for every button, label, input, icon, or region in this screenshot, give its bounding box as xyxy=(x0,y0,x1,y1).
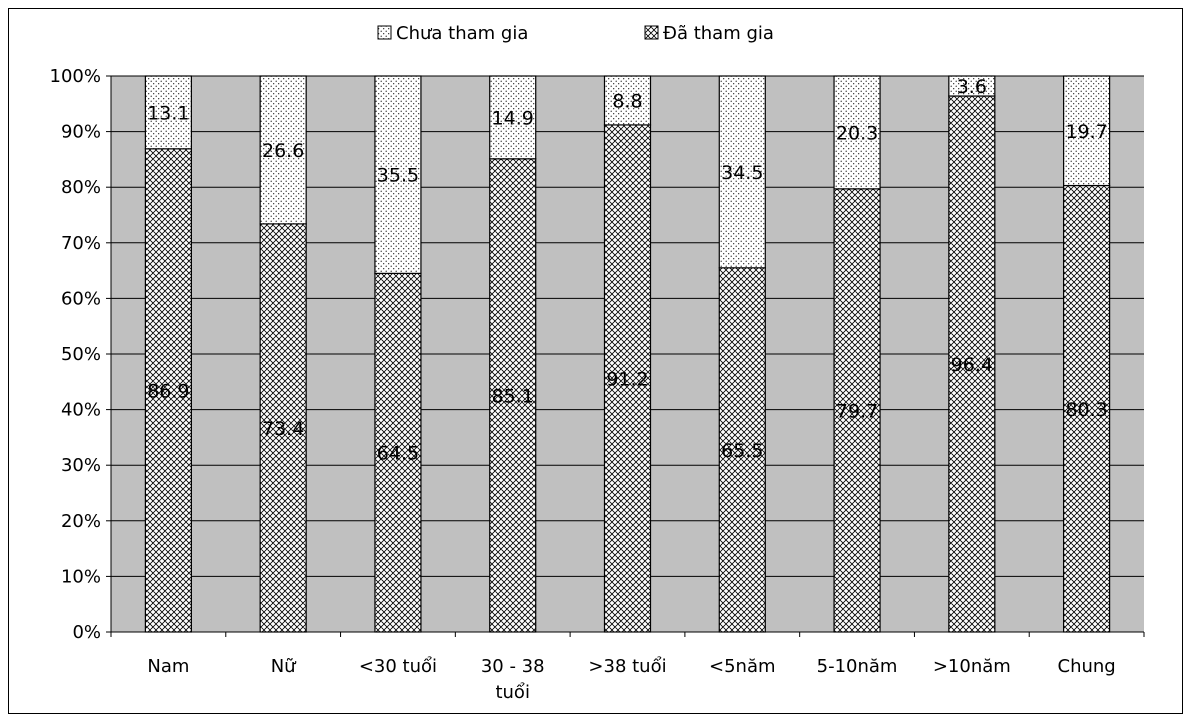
x-tick-label: Nữ xyxy=(271,656,297,677)
data-label-chua-tham-gia: 19.7 xyxy=(1065,121,1107,143)
bar-da-tham-gia xyxy=(948,95,996,633)
bar-da-tham-gia xyxy=(489,158,537,633)
y-tick-label: 50% xyxy=(61,344,101,365)
x-tick-label: <30 tuổi xyxy=(359,656,437,677)
data-label-da-tham-gia: 80.3 xyxy=(1065,399,1107,421)
data-label-chua-tham-gia: 34.5 xyxy=(721,162,763,184)
legend-label-da-tham-gia: Đã tham gia xyxy=(663,23,774,44)
bar-chua-tham-gia xyxy=(259,75,307,225)
legend-swatch-dots xyxy=(377,25,392,40)
x-tick-labels: Nam Nữ <30 tuổi 30 - 38 tuổi >38 tuổi <5năm 5-1… xyxy=(147,656,1115,703)
data-label-chua-tham-gia: 20.3 xyxy=(836,122,878,144)
x-tick-label: Chung xyxy=(1058,656,1116,677)
x-tick-label: <5năm xyxy=(709,656,776,677)
y-tick-label: 90% xyxy=(61,122,101,143)
bar-chua-tham-gia xyxy=(718,75,766,269)
data-labels: 86.9 13.1 73.4 26.6 64.5 35.5 85.1 14.9 91.2 8.8 6… xyxy=(147,76,1108,465)
bar-da-tham-gia xyxy=(1063,184,1111,633)
data-label-da-tham-gia: 73.4 xyxy=(262,418,304,440)
data-label-chua-tham-gia: 35.5 xyxy=(377,165,419,187)
data-label-chua-tham-gia: 26.6 xyxy=(262,140,304,162)
bar-da-tham-gia xyxy=(833,188,881,633)
y-tick-label: 60% xyxy=(61,288,101,309)
bars-layer xyxy=(144,75,1111,633)
data-label-chua-tham-gia: 8.8 xyxy=(612,90,642,112)
data-label-chua-tham-gia: 13.1 xyxy=(147,102,189,124)
legend: Chưa tham gia Đã tham gia xyxy=(377,23,774,44)
y-tick-label: 40% xyxy=(61,400,101,421)
x-tick-label: 5-10năm xyxy=(817,656,898,677)
legend-swatch-crosshatch xyxy=(644,25,659,40)
x-tick-label: >38 tuổi xyxy=(588,656,666,677)
bar-chua-tham-gia xyxy=(144,75,192,150)
x-tick-label: 30 - 38 tuổi xyxy=(481,656,545,703)
data-label-da-tham-gia: 65.5 xyxy=(721,440,763,462)
axes-layer xyxy=(110,76,1145,637)
data-label-da-tham-gia: 85.1 xyxy=(492,385,534,407)
y-tick-label: 10% xyxy=(61,566,101,587)
y-tick-label: 30% xyxy=(61,455,101,476)
data-label-da-tham-gia: 96.4 xyxy=(951,354,993,376)
y-tick-label: 20% xyxy=(61,511,101,532)
x-tick-label: >10năm xyxy=(933,656,1011,677)
bar-da-tham-gia xyxy=(259,223,307,633)
data-label-da-tham-gia: 64.5 xyxy=(377,443,419,465)
legend-label-chua-tham-gia: Chưa tham gia xyxy=(396,23,528,44)
x-tick-label: Nam xyxy=(147,656,189,677)
bar-chua-tham-gia xyxy=(603,75,652,126)
bar-chua-tham-gia xyxy=(833,75,881,190)
y-tick-label: 0% xyxy=(72,622,101,643)
data-label-da-tham-gia: 91.2 xyxy=(606,368,648,390)
y-tick-label: 80% xyxy=(61,177,101,198)
data-label-da-tham-gia: 79.7 xyxy=(836,400,878,422)
data-label-da-tham-gia: 86.9 xyxy=(147,380,189,402)
legend-item-chua-tham-gia: Chưa tham gia xyxy=(377,23,528,44)
bar-chua-tham-gia xyxy=(1063,75,1111,187)
bar-chua-tham-gia xyxy=(374,75,422,274)
data-label-chua-tham-gia: 14.9 xyxy=(492,107,534,129)
y-tick-label: 100% xyxy=(50,66,101,87)
y-tick-labels: 0% 10% 20% 30% 40% 50% 60% 70% 80% 90% 100% xyxy=(50,66,101,643)
bar-chua-tham-gia xyxy=(948,75,996,97)
legend-item-da-tham-gia: Đã tham gia xyxy=(644,23,774,44)
data-label-chua-tham-gia: 3.6 xyxy=(957,76,987,98)
y-tick-label: 70% xyxy=(61,233,101,254)
bar-chua-tham-gia xyxy=(489,75,537,160)
